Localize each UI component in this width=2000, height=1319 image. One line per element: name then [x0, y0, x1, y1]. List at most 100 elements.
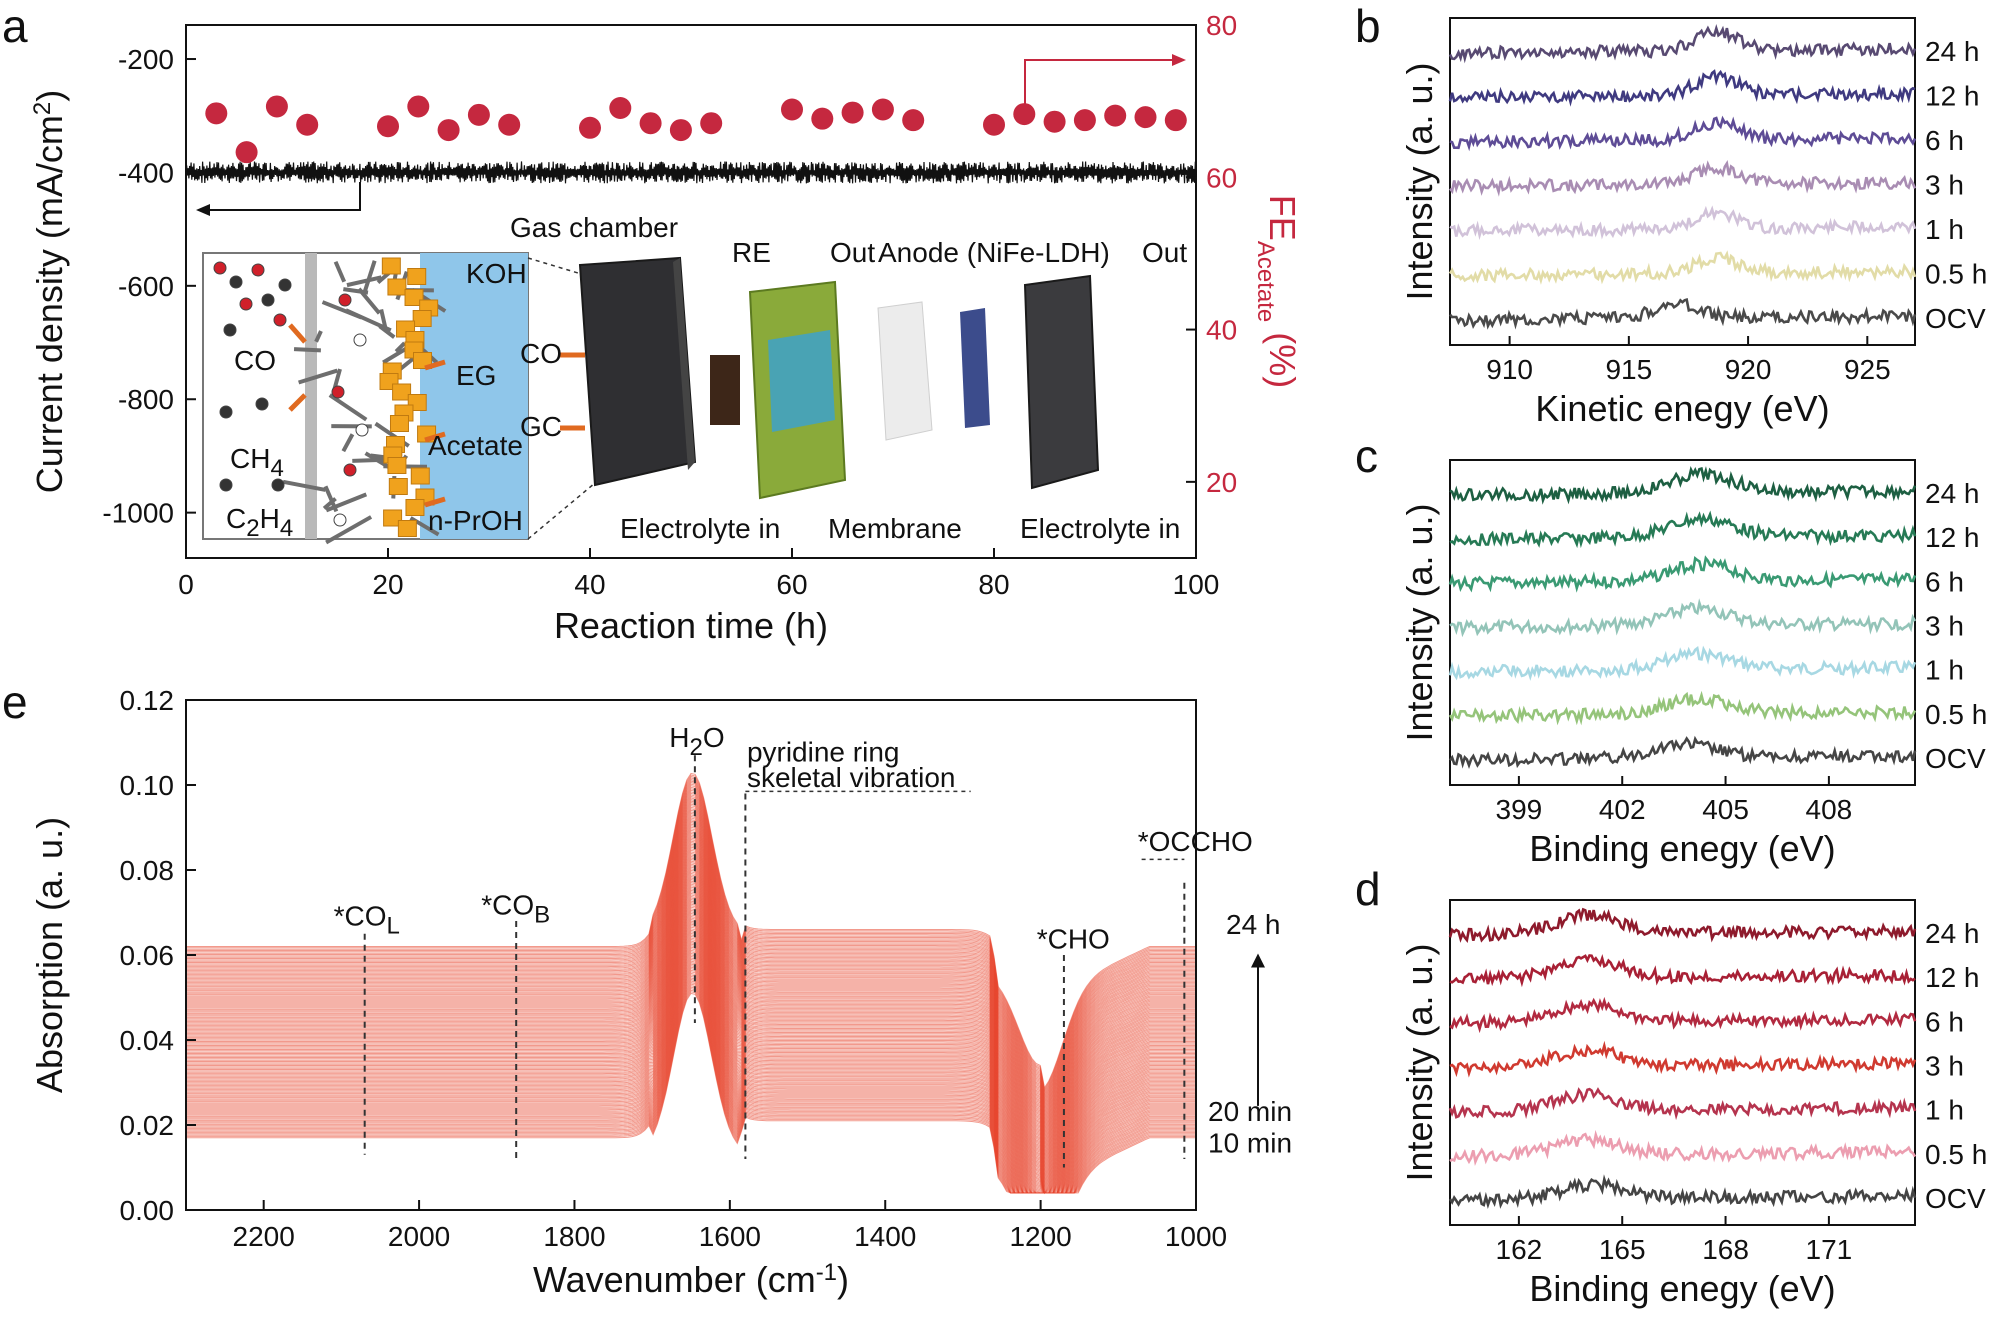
- ir-spectrum: [186, 868, 1196, 1172]
- x-tick-label: 162: [1496, 1234, 1543, 1265]
- ir-spectrum: [186, 866, 1196, 1171]
- y-tick-label: 0.08: [120, 855, 175, 886]
- spectrum-line: [1448, 1087, 1917, 1121]
- y-tick-label: 0.04: [120, 1025, 175, 1056]
- cu-cube: [412, 352, 432, 369]
- catalyst-fiber: [321, 300, 363, 320]
- ir-spectrum: [186, 826, 1196, 1136]
- spectrum-line: [1449, 1129, 1917, 1167]
- arrow-head-right: [1172, 54, 1186, 66]
- axes-box: [1449, 17, 1916, 346]
- label-re: RE: [732, 237, 771, 268]
- y-tick-label: 0.12: [120, 685, 175, 716]
- inset-ch4: CH4: [230, 443, 284, 482]
- x-axis-label: Binding enegy (eV): [1529, 1268, 1835, 1309]
- series-label: 0.5 h: [1925, 699, 1987, 730]
- ir-spectrum: [186, 817, 1196, 1128]
- ir-spectrum: [186, 800, 1196, 1114]
- y-tick-label: -600: [118, 271, 174, 302]
- cu-cube: [389, 415, 409, 432]
- label-gas-chamber: Gas chamber: [510, 212, 678, 243]
- label-out-1: Out: [830, 237, 875, 268]
- ir-spectrum: [186, 802, 1196, 1115]
- ir-spectrum: [186, 792, 1196, 1107]
- catalyst-fiber: [323, 485, 339, 513]
- series-label: 6 h: [1925, 566, 1964, 597]
- ir-spectrum: [186, 791, 1196, 1106]
- ir-spectrum: [186, 888, 1196, 1190]
- ir-spectrum: [186, 935, 1196, 1194]
- ir-spectrum: [186, 877, 1196, 1181]
- fe-acetate-point: [700, 112, 723, 135]
- series-label: 3 h: [1925, 1051, 1964, 1082]
- atom: [213, 261, 227, 275]
- ir-spectrum: [186, 797, 1196, 1111]
- y-tick-label: 0.00: [120, 1195, 175, 1226]
- catalyst-fiber: [328, 393, 368, 422]
- product-arrow: [424, 496, 446, 508]
- ir-spectrum: [186, 886, 1196, 1189]
- label-gc: GC: [520, 411, 562, 442]
- series-label: 0.5 h: [1925, 259, 1987, 290]
- membrane-sheet: [877, 301, 933, 441]
- series-label: 3 h: [1925, 170, 1964, 201]
- ir-spectrum: [186, 889, 1196, 1191]
- y-axis-label: Intensity (a. u.): [1399, 503, 1440, 741]
- atom: [278, 278, 292, 292]
- y-axis-label: Absorption (a. u.): [29, 817, 70, 1093]
- cu-cube: [412, 310, 432, 327]
- spectrum-line: [1449, 598, 1917, 638]
- fe-acetate-point: [811, 107, 834, 130]
- fe-acetate-point: [1104, 104, 1127, 127]
- panel-a-axes-box: [185, 24, 1197, 559]
- x-tick-label: 171: [1806, 1234, 1853, 1265]
- ir-spectrum: [186, 903, 1196, 1194]
- panel-e: e 0.00 0.02 0.04 0.06 0.08 0.10 0.12 2200 2000 18…: [2, 676, 1292, 1300]
- catalyst-fiber: [378, 324, 396, 339]
- x-tick-label: 1600: [699, 1221, 761, 1252]
- panel-label-d: d: [1355, 863, 1381, 915]
- panel-a-plot: -200 -400 -600 -800 -1000 80 60 40 20 0 20 40 60 80 10…: [29, 10, 1303, 646]
- ir-spectrum: [186, 848, 1196, 1155]
- flow-arrow: [288, 323, 307, 344]
- ir-spectrum: [186, 819, 1196, 1130]
- ir-spectrum: [186, 772, 1196, 1090]
- gdl-layer: [305, 253, 317, 539]
- panel-label-e: e: [2, 676, 28, 728]
- ir-spectrum: [186, 914, 1196, 1194]
- ir-spectrum: [186, 932, 1196, 1194]
- ir-spectrum: [186, 895, 1196, 1195]
- fe-acetate-point: [639, 112, 662, 135]
- ir-spectrum: [186, 858, 1196, 1164]
- y-tick-label: -1000: [102, 498, 174, 529]
- spectrum-line: [1449, 298, 1917, 330]
- x-tick-label: 402: [1599, 794, 1646, 825]
- fe-acetate-point: [205, 102, 228, 125]
- catalyst-fiber: [293, 347, 321, 353]
- ir-spectrum: [186, 902, 1196, 1194]
- catalyst-fiber: [325, 515, 373, 545]
- ir-spectrum: [186, 929, 1196, 1194]
- catalyst-cubes: [379, 257, 439, 537]
- cu-cube: [410, 467, 430, 485]
- ir-spectrum: [186, 891, 1196, 1193]
- ir-spectrum: [186, 812, 1196, 1124]
- ir-spectrum: [186, 857, 1196, 1163]
- x-tick-label: 920: [1725, 354, 1772, 385]
- ir-spectrum: [186, 883, 1196, 1186]
- ir-spectrum: [186, 880, 1196, 1183]
- fe-acetate-point: [265, 95, 288, 118]
- ir-spectrum: [186, 840, 1196, 1148]
- inset-c2h4: C2H4: [226, 503, 293, 542]
- y2-tick-label: 40: [1206, 315, 1237, 346]
- current-density-trace: [185, 161, 1197, 184]
- peak-label-col: *COL: [334, 900, 400, 939]
- ir-spectrum: [186, 814, 1196, 1126]
- ir-spectrum: [186, 834, 1196, 1143]
- gas-diffusion-electrode: [710, 355, 740, 425]
- ir-spectrum: [186, 799, 1196, 1112]
- ir-spectrum: [186, 852, 1196, 1159]
- x-tick-label: 405: [1702, 794, 1749, 825]
- ir-spectrum: [186, 779, 1196, 1095]
